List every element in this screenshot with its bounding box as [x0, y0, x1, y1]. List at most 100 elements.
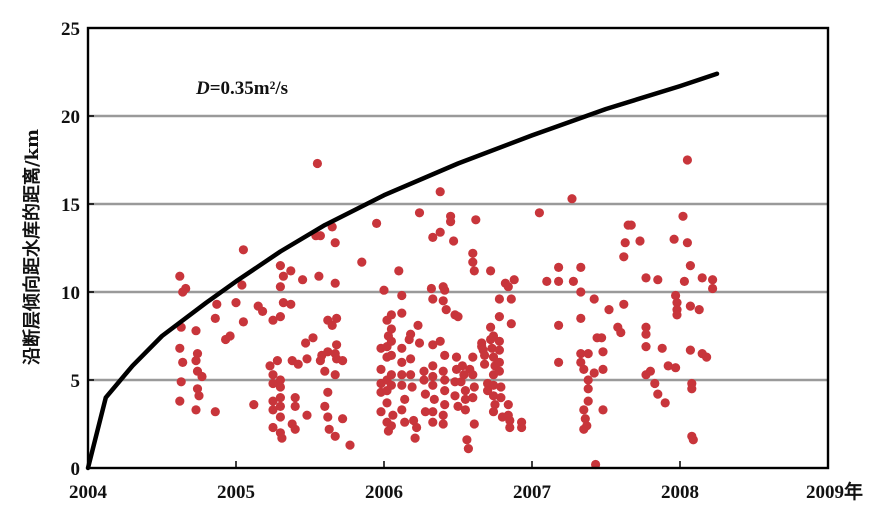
data-point-0-291 — [685, 345, 696, 355]
data-point-0-5 — [178, 357, 188, 367]
data-point-0-68 — [323, 347, 333, 357]
data-point-0-121 — [400, 417, 410, 427]
data-point-0-87 — [357, 257, 367, 267]
data-point-0-229 — [542, 276, 552, 286]
data-point-0-48 — [286, 266, 296, 276]
data-point-0-174 — [460, 386, 470, 396]
data-point-0-35 — [275, 261, 285, 271]
data-point-0-120 — [397, 405, 407, 415]
data-point-0-290 — [685, 301, 696, 311]
data-point-0-180 — [468, 248, 478, 258]
data-point-0-172 — [459, 370, 469, 380]
data-point-0-9 — [192, 349, 203, 359]
data-point-0-223 — [505, 415, 515, 426]
data-point-0-165 — [453, 312, 463, 322]
data-point-0-75 — [330, 238, 340, 248]
data-point-0-137 — [428, 232, 438, 242]
data-point-0-33 — [268, 405, 278, 415]
data-point-0-56 — [298, 275, 308, 285]
data-point-0-236 — [576, 262, 586, 272]
data-point-0-49 — [286, 299, 296, 309]
data-point-0-268 — [641, 322, 651, 332]
data-point-0-84 — [330, 431, 340, 441]
data-point-0-225 — [509, 275, 519, 285]
data-point-0-107 — [386, 350, 396, 360]
data-point-0-43 — [275, 393, 285, 403]
data-point-0-132 — [414, 338, 425, 348]
data-point-0-241 — [579, 364, 589, 374]
data-point-0-119 — [400, 394, 410, 404]
data-point-0-128 — [410, 433, 420, 443]
data-point-0-146 — [428, 417, 438, 427]
data-point-0-36 — [278, 271, 288, 281]
data-point-0-125 — [406, 370, 416, 380]
data-point-0-156 — [440, 375, 450, 385]
data-point-0-144 — [429, 394, 439, 404]
data-point-0-104 — [386, 310, 396, 320]
data-point-0-281 — [672, 298, 682, 308]
data-point-0-248 — [583, 396, 593, 406]
data-point-0-235 — [568, 276, 579, 286]
data-point-0-228 — [534, 208, 545, 218]
data-point-0-79 — [332, 340, 342, 350]
data-point-0-219 — [506, 294, 516, 304]
data-point-0-227 — [517, 422, 527, 433]
data-point-0-166 — [451, 352, 462, 362]
data-point-0-142 — [428, 371, 438, 382]
data-point-0-70 — [323, 387, 333, 397]
data-point-0-89 — [379, 285, 389, 295]
data-point-0-58 — [302, 354, 312, 364]
x-tick-label-5: 2009年 — [806, 480, 863, 503]
data-point-0-178 — [463, 444, 473, 454]
data-point-0-10 — [191, 356, 201, 366]
data-point-0-232 — [554, 320, 564, 330]
data-point-0-204 — [488, 380, 499, 390]
y-axis-ticks: 0 5 10 15 20 25 — [61, 19, 94, 480]
y-tick-label-0: 0 — [71, 459, 81, 480]
data-point-0-45 — [275, 412, 285, 422]
data-point-0-196 — [486, 266, 496, 276]
data-point-0-152 — [441, 305, 451, 315]
data-point-0-297 — [697, 273, 707, 283]
data-point-0-39 — [275, 312, 285, 322]
data-point-0-131 — [413, 320, 423, 330]
data-point-0-133 — [419, 366, 429, 376]
data-point-0-286 — [679, 276, 690, 286]
data-point-0-12 — [197, 371, 207, 382]
data-point-0-183 — [471, 215, 481, 225]
data-point-0-273 — [650, 378, 660, 389]
data-point-0-135 — [420, 389, 430, 399]
data-point-0-215 — [496, 393, 506, 403]
data-point-0-64 — [314, 271, 324, 281]
data-point-0-234 — [567, 194, 577, 204]
diffusion-curve-group — [85, 71, 720, 471]
data-point-0-249 — [582, 421, 592, 431]
data-point-0-208 — [494, 294, 504, 304]
data-point-0-254 — [597, 333, 607, 343]
data-point-0-16 — [212, 299, 222, 309]
data-point-0-176 — [460, 405, 470, 415]
data-point-0-163 — [449, 236, 459, 246]
data-point-0-296 — [694, 305, 704, 315]
data-point-0-106 — [386, 336, 396, 346]
data-point-0-19 — [210, 407, 220, 417]
data-point-0-42 — [275, 382, 285, 392]
data-point-0-153 — [435, 336, 445, 346]
data-point-0-287 — [682, 238, 693, 248]
data-point-0-113 — [397, 290, 407, 301]
data-point-0-129 — [412, 422, 422, 433]
data-point-0-270 — [641, 342, 651, 352]
data-point-0-243 — [580, 414, 590, 424]
data-point-0-110 — [388, 410, 398, 420]
data-point-0-240 — [576, 357, 586, 367]
data-point-0-246 — [583, 375, 593, 385]
data-point-0-186 — [469, 382, 479, 392]
grid-lines — [88, 114, 828, 382]
data-point-0-20 — [225, 331, 235, 341]
data-point-0-136 — [420, 407, 430, 417]
data-point-0-207 — [488, 407, 499, 417]
data-point-0-145 — [428, 407, 438, 417]
data-points — [175, 155, 718, 470]
data-point-0-140 — [428, 340, 438, 350]
data-point-0-199 — [488, 331, 499, 341]
